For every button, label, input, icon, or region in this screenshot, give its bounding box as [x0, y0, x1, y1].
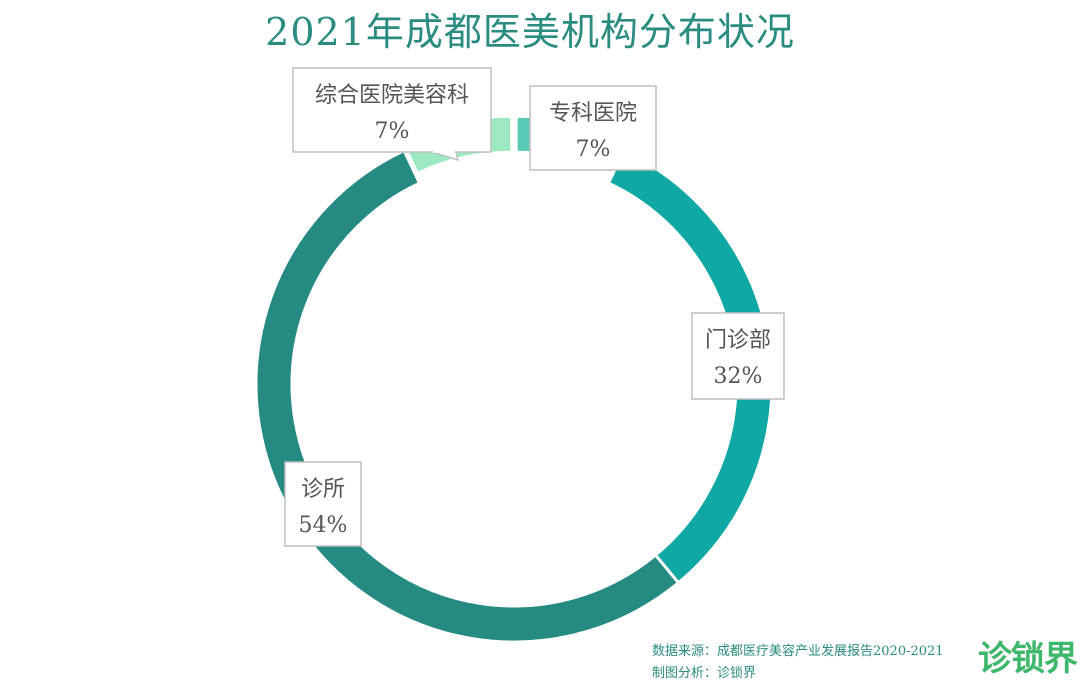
slice-label-1: 专科医院 7%	[529, 85, 657, 171]
slice-category-label: 门诊部	[705, 328, 771, 353]
data-source-note: 数据来源：成都医疗美容产业发展报告2020-2021	[652, 644, 944, 659]
brand-logo: 诊锁界	[978, 639, 1078, 679]
slice-value-label: 32%	[714, 364, 763, 389]
chart-title: 2021年成都医美机构分布状况	[265, 10, 795, 54]
slice-label-box	[292, 67, 492, 153]
slice-value-label: 7%	[375, 119, 410, 144]
slice-value-label: 7%	[576, 137, 611, 162]
slice-label-4: 综合医院美容科 7%	[292, 67, 492, 162]
slice-labels: 专科医院 7% 门诊部 32% 诊所 54% 综合医院美容科 7%	[284, 67, 785, 547]
slice-label-box	[284, 461, 362, 547]
slice-value-label: 54%	[299, 513, 348, 538]
slice-label-2: 门诊部 32%	[691, 312, 785, 400]
slice-category-label: 综合医院美容科	[315, 83, 469, 108]
slice-label-box	[691, 312, 785, 400]
slice-category-label: 专科医院	[549, 101, 637, 126]
slice-label-box	[529, 85, 657, 171]
slice-label-3: 诊所 54%	[284, 461, 362, 547]
slice-category-label: 诊所	[301, 477, 345, 502]
analysis-credit-note: 制图分析：诊锁界	[652, 666, 757, 681]
donut-slice-3	[254, 148, 681, 644]
